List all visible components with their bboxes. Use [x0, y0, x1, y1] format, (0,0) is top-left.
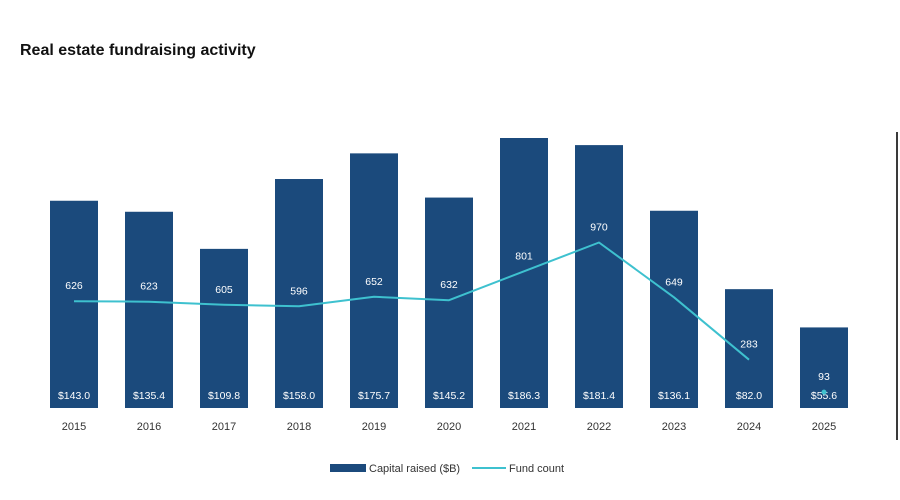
x-tick-2017: 2017 [212, 421, 236, 433]
bar-value-label-2025: $55.6 [811, 390, 837, 402]
fund-count-label-2015: 626 [65, 280, 83, 292]
legend-label-capital: Capital raised ($B) [369, 463, 460, 475]
bar-2023 [650, 210, 698, 408]
fund-count-label-2021: 801 [515, 250, 533, 262]
fund-count-label-2016: 623 [140, 281, 158, 293]
bar-value-label-2023: $136.1 [658, 390, 690, 402]
bar-2015 [50, 200, 98, 408]
legend-swatch-capital [330, 464, 366, 472]
bar-value-label-2017: $109.8 [208, 390, 240, 402]
fund-count-label-2023: 649 [665, 276, 683, 288]
x-tick-2018: 2018 [287, 421, 311, 433]
bar-value-label-2024: $82.0 [736, 390, 762, 402]
bar-2020 [425, 197, 473, 408]
bar-2021 [500, 138, 548, 408]
x-tick-2025: 2025 [812, 421, 836, 433]
bar-value-label-2015: $143.0 [58, 390, 90, 402]
fund-count-marker-2025 [821, 389, 827, 395]
bar-value-label-2020: $145.2 [433, 390, 465, 402]
bar-2022 [575, 145, 623, 409]
bar-2024 [725, 289, 773, 408]
fund-count-label-2022: 970 [590, 222, 608, 234]
x-tick-2016: 2016 [137, 421, 161, 433]
bar-2017 [200, 248, 248, 408]
fund-count-label-2018: 596 [290, 285, 308, 297]
bar-value-label-2022: $181.4 [583, 390, 615, 402]
x-tick-2020: 2020 [437, 421, 461, 433]
fund-count-label-2019: 652 [365, 276, 383, 288]
bar-2019 [350, 153, 398, 408]
x-tick-2015: 2015 [62, 421, 86, 433]
bar-value-label-2018: $158.0 [283, 390, 315, 402]
x-tick-2022: 2022 [587, 421, 611, 433]
x-tick-2023: 2023 [662, 421, 686, 433]
x-tick-2019: 2019 [362, 421, 386, 433]
fund-count-line [73, 241, 750, 361]
right-border-rule [896, 132, 898, 440]
bar-value-label-2021: $186.3 [508, 390, 540, 402]
x-tick-2021: 2021 [512, 421, 536, 433]
x-tick-2024: 2024 [737, 421, 761, 433]
chart-title: Real estate fundraising activity [20, 42, 256, 59]
fund-count-label-2020: 632 [440, 279, 458, 291]
fund-count-label-2025: 93 [818, 371, 830, 383]
bar-2016 [125, 211, 173, 408]
fund-count-label-2017: 605 [215, 284, 233, 296]
fund-count-label-2024: 283 [740, 339, 758, 351]
legend-label-fund-count: Fund count [509, 463, 564, 475]
bar-value-label-2016: $135.4 [133, 390, 165, 402]
bar-value-label-2019: $175.7 [358, 390, 390, 402]
bar-2018 [275, 179, 323, 408]
